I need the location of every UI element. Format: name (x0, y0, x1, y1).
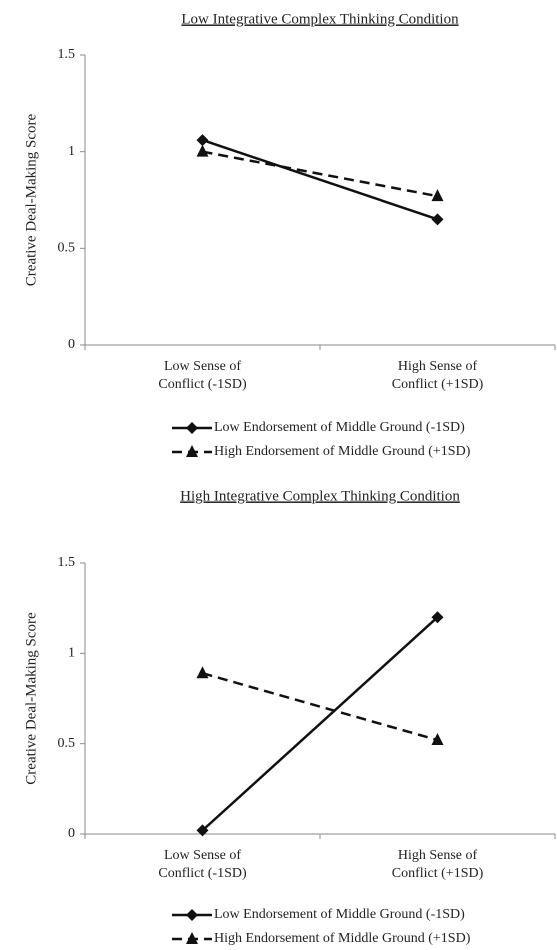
marker (196, 134, 209, 147)
marker (431, 213, 444, 226)
x-tick-label-line: Low Sense of (164, 359, 241, 374)
x-tick-label-line: Low Sense of (164, 848, 241, 863)
y-tick-label: 1.5 (58, 47, 76, 62)
marker (186, 932, 198, 944)
marker (431, 733, 444, 746)
marker (186, 422, 198, 434)
legend-label: High Endorsement of Middle Ground (+1SD) (214, 444, 471, 459)
y-tick-label: 1 (68, 144, 75, 159)
legend-label: Low Endorsement of Middle Ground (-1SD) (214, 907, 465, 922)
x-tick-label: High Sense of Conflict (+1SD) (392, 359, 484, 392)
y-tick-label: 0.5 (58, 241, 76, 256)
y-tick-label: 1.5 (58, 555, 76, 570)
x-tick-label: Low Sense of Conflict (-1SD) (158, 848, 247, 881)
y-tick-label: 0.5 (58, 736, 76, 751)
marker (196, 824, 209, 837)
y-tick-label: 0 (68, 826, 75, 841)
y-axis-label: Creative Deal-Making Score (23, 113, 39, 286)
chart-title: Low Integrative Complex Thinking Conditi… (181, 11, 459, 27)
marker (431, 611, 444, 624)
marker (186, 909, 198, 921)
series-line (202, 672, 438, 742)
marker (196, 666, 209, 679)
y-tick-label: 1 (68, 646, 75, 661)
chart-title: High Integrative Complex Thinking Condit… (180, 488, 460, 504)
x-tick-label-line: Conflict (+1SD) (392, 377, 484, 392)
series-line (202, 138, 438, 221)
marker (196, 144, 209, 157)
y-axis-label: Creative Deal-Making Score (23, 612, 39, 785)
legend-label: Low Endorsement of Middle Ground (-1SD) (214, 420, 465, 435)
y-tick-label: 0 (68, 337, 75, 352)
marker (186, 445, 198, 457)
series-line (202, 150, 438, 198)
legend-label: High Endorsement of Middle Ground (+1SD) (214, 931, 471, 946)
x-tick-label: High Sense of Conflict (+1SD) (392, 848, 484, 881)
marker (431, 189, 444, 202)
x-tick-label-line: Conflict (+1SD) (392, 866, 484, 881)
x-tick-label-line: Conflict (-1SD) (158, 377, 247, 392)
x-tick-label-line: Conflict (-1SD) (158, 866, 247, 881)
x-tick-label: Low Sense of Conflict (-1SD) (158, 359, 247, 392)
x-tick-label-line: High Sense of (398, 359, 478, 374)
x-tick-label-line: High Sense of (398, 848, 478, 863)
series-line (201, 616, 439, 832)
